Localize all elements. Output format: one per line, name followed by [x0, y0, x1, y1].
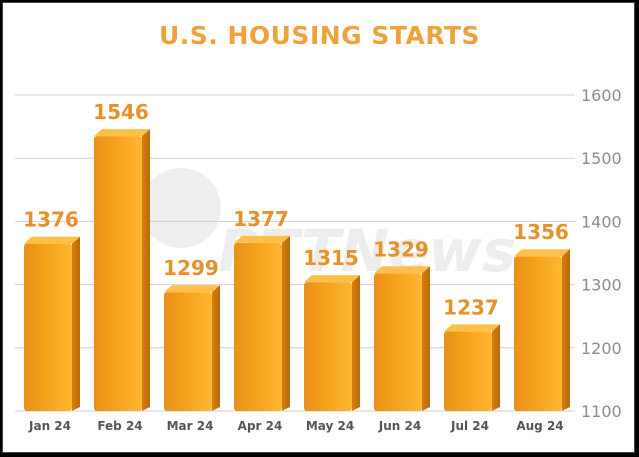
bar-feb-24	[94, 129, 150, 412]
y-tick-label: 1600	[581, 86, 622, 105]
value-label: 1376	[23, 208, 79, 232]
chart-title: U.S. HOUSING STARTS	[158, 21, 481, 50]
y-tick-label: 1100	[581, 402, 622, 421]
chart-frame: U.S. HOUSING STARTS RTTNews 1100 1200 1300…	[2, 2, 635, 453]
bar-front	[94, 136, 142, 412]
bar-front	[444, 331, 492, 411]
bar-may-24	[304, 275, 360, 411]
value-label: 1315	[303, 246, 359, 270]
bar-side	[352, 275, 360, 411]
bar-side	[142, 129, 150, 411]
bar-jul-24	[444, 324, 500, 411]
y-tick-label: 1400	[581, 212, 622, 231]
x-tick-label: May 24	[306, 419, 354, 433]
bar-front	[234, 242, 282, 411]
bar-top	[304, 275, 360, 283]
value-label: 1237	[443, 295, 499, 319]
bar-side	[562, 249, 570, 411]
bar-front	[374, 273, 422, 411]
bar-top	[24, 236, 80, 244]
bar-apr-24	[234, 235, 290, 411]
y-tick-label: 1200	[581, 339, 622, 358]
bar-side	[212, 285, 220, 411]
bar-front	[304, 282, 352, 411]
x-tick-label: Jan 24	[28, 419, 71, 433]
bar-top	[164, 285, 220, 293]
x-tick-label: Feb 24	[97, 419, 142, 433]
bar-top	[374, 266, 430, 274]
value-label: 1377	[233, 207, 289, 231]
bar-top	[234, 235, 290, 243]
bar-front	[164, 292, 212, 411]
bar-front	[24, 243, 72, 411]
y-tick-label: 1500	[581, 149, 622, 168]
bar-jun-24	[374, 266, 430, 411]
value-label: 1299	[163, 256, 219, 280]
watermark-globe-icon	[141, 168, 221, 248]
bar-aug-24	[514, 249, 570, 411]
bar-side	[422, 266, 430, 411]
x-tick-label: Jul 24	[450, 419, 489, 433]
bar-side	[72, 236, 80, 411]
bar-top	[444, 324, 500, 332]
bar-side	[492, 324, 500, 411]
x-tick-label: Mar 24	[167, 419, 214, 433]
bar-mar-24	[164, 285, 220, 411]
x-tick-label: Apr 24	[238, 419, 283, 433]
bar-front	[514, 256, 562, 411]
bar-top	[94, 129, 150, 137]
bar-side	[282, 235, 290, 411]
value-label: 1329	[373, 237, 429, 261]
x-tick-label: Jun 24	[378, 419, 421, 433]
y-tick-label: 1300	[581, 276, 622, 295]
value-label: 1546	[93, 100, 149, 124]
value-label: 1356	[513, 220, 569, 244]
bar-top	[514, 249, 570, 257]
x-tick-label: Aug 24	[516, 419, 563, 433]
bar-jan-24	[24, 236, 80, 411]
